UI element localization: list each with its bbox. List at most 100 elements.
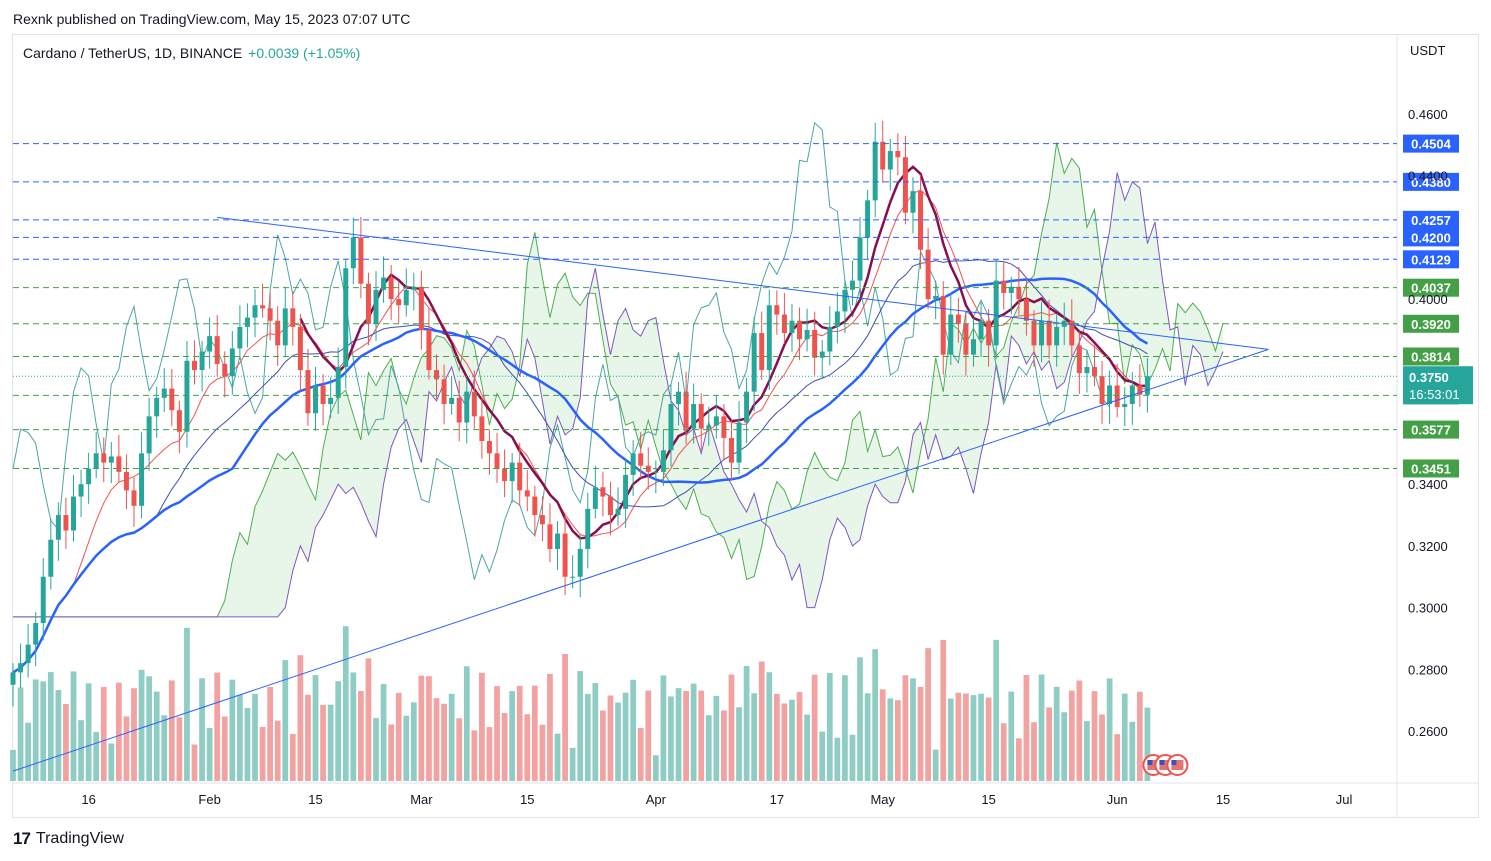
candle-body xyxy=(948,314,954,355)
volume-bar xyxy=(932,749,939,781)
volume-bar xyxy=(804,714,810,781)
candle-body xyxy=(176,410,182,432)
volume-bar xyxy=(17,687,24,781)
candle-body xyxy=(691,403,697,429)
symbol-change: +0.0039 (+1.05%) xyxy=(248,45,361,61)
volume-bar xyxy=(577,671,584,781)
volume-bar xyxy=(910,678,916,781)
price-level-label: 0.3920 xyxy=(1411,317,1451,332)
volume-bar xyxy=(826,673,833,781)
volume-bar xyxy=(773,693,780,781)
volume-bar xyxy=(418,675,425,781)
x-tick-label: Mar xyxy=(410,792,433,807)
us-flag-icon xyxy=(1166,754,1189,776)
candle-body xyxy=(955,314,961,324)
y-tick-label: 0.2600 xyxy=(1408,724,1448,739)
candle-body xyxy=(335,366,341,398)
candle-body xyxy=(623,474,629,509)
candle-body xyxy=(123,471,129,491)
candle-body xyxy=(207,336,213,352)
candles xyxy=(10,120,1150,707)
volume-bar xyxy=(206,728,213,781)
volume-bar xyxy=(668,696,674,781)
candle-body xyxy=(849,280,855,290)
volume-bar xyxy=(736,707,742,781)
candle-body xyxy=(1023,299,1029,321)
candle-body xyxy=(161,388,167,398)
price-level-label: 0.4257 xyxy=(1411,213,1451,228)
volume-bar xyxy=(297,655,304,781)
candle-body xyxy=(237,326,243,349)
candle-body xyxy=(1144,376,1150,395)
volume-bar xyxy=(32,679,39,781)
y-tick-label: 0.3000 xyxy=(1408,601,1448,616)
candle-body xyxy=(199,351,205,371)
candle-body xyxy=(539,515,545,525)
volume-bar xyxy=(335,681,342,781)
candle-body xyxy=(184,360,190,432)
candle-body xyxy=(108,456,114,463)
footer[interactable]: 17 TradingView xyxy=(13,829,124,849)
flag-body xyxy=(1147,760,1160,770)
volume-bar xyxy=(388,724,395,781)
volume-bar xyxy=(426,676,432,781)
candle-body xyxy=(744,391,750,423)
candle-body xyxy=(86,468,92,485)
volume-bar xyxy=(63,703,69,781)
volume-bar xyxy=(259,726,266,781)
volume-bar xyxy=(970,695,977,781)
candle-body xyxy=(660,450,666,472)
volume-bar xyxy=(698,690,705,781)
volume-bar xyxy=(902,675,909,781)
candle-body xyxy=(887,151,893,170)
candle-body xyxy=(282,308,288,346)
volume-bar xyxy=(660,675,667,781)
volume-bar xyxy=(85,683,92,781)
candle-body xyxy=(562,533,568,577)
candle-body xyxy=(842,289,848,312)
volume-bar xyxy=(40,681,47,781)
volume-bar xyxy=(380,684,387,781)
candle-body xyxy=(328,397,334,404)
candle-body xyxy=(1046,320,1052,346)
symbol-legend[interactable]: Cardano / TetherUS, 1D, BINANCE +0.0039 (… xyxy=(23,45,360,61)
candle-body xyxy=(933,296,939,300)
volume-bar xyxy=(963,693,969,781)
volume-bar xyxy=(327,704,334,781)
candle-body xyxy=(214,336,220,364)
candle-body xyxy=(517,462,523,491)
x-tick-label: Jul xyxy=(1336,792,1353,807)
candle-body xyxy=(721,416,727,438)
candle-body xyxy=(1114,385,1120,408)
candle-body xyxy=(585,508,591,549)
countdown-label: 16:53:01 xyxy=(1409,387,1460,402)
trendline xyxy=(12,348,1269,772)
candle-body xyxy=(320,385,326,404)
volume-bar xyxy=(819,731,826,781)
candle-body xyxy=(358,237,364,284)
candle-body xyxy=(577,548,583,577)
volume-bar xyxy=(524,714,531,781)
volume-bar xyxy=(751,693,758,781)
volume-bar xyxy=(441,703,447,781)
price-level-label: 0.4129 xyxy=(1411,252,1451,267)
candle-body xyxy=(736,422,742,463)
candle-body xyxy=(426,329,432,371)
volume-bar xyxy=(683,691,689,781)
candle-body xyxy=(827,326,833,352)
x-tick-label: 15 xyxy=(308,792,322,807)
candle-body xyxy=(25,644,31,664)
candle-body xyxy=(55,515,61,540)
candle-body xyxy=(902,157,908,213)
candle-body xyxy=(1076,345,1082,374)
candle-body xyxy=(154,397,160,417)
volume-bar xyxy=(267,687,274,781)
candle-body xyxy=(373,289,379,324)
candle-body xyxy=(993,280,999,346)
volume-bar xyxy=(592,683,599,781)
volume-bar xyxy=(1084,721,1090,781)
volume-bar xyxy=(146,676,153,781)
volume-bar xyxy=(289,733,296,781)
moving-average-blue xyxy=(12,277,1149,674)
